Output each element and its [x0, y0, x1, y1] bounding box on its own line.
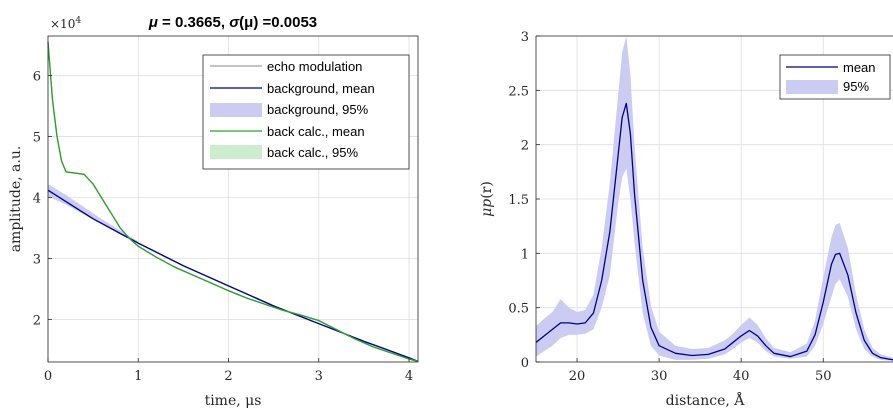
x-tick-label-3: 3: [315, 369, 323, 384]
y-axis-label-1: amplitude, a.u.: [8, 146, 24, 253]
legend-label-background-mean: background, mean: [267, 81, 375, 96]
bands-1: [48, 184, 139, 244]
x-axis-label-2: distance, Å: [666, 391, 746, 409]
y-axis-label-2: μp(r): [479, 181, 495, 217]
legend-label-backcalc-mean: back calc., mean: [267, 124, 365, 139]
y-tick-label-3: 3: [33, 252, 41, 267]
y-tick-label-4: 4: [33, 191, 41, 206]
lines-1: [47, 42, 419, 363]
x-tick-label-1: 1: [134, 369, 142, 384]
legend-label-background-band: background, 95%: [267, 102, 369, 117]
y-tick-label-2.5: 2.5: [508, 84, 529, 99]
legend-label-band: 95%: [843, 79, 869, 94]
x-tick-label-4: 4: [405, 369, 413, 384]
x-ticks-1: 0 1 2 3 4: [44, 358, 413, 384]
y-tick-label-3: 3: [521, 30, 529, 45]
y-tick-label-2: 2: [33, 313, 41, 328]
legend-swatch-band: [786, 80, 838, 94]
chart-title-1: μ = 0.3665, σ(μ) =0.0053: [148, 14, 317, 31]
title-sigma-value: (μ) =0.0053: [239, 14, 317, 31]
title-mu: μ: [148, 14, 158, 31]
x-tick-label-20: 20: [569, 369, 586, 384]
y-tick-label-0.5: 0.5: [508, 302, 529, 317]
x-tick-label-50: 50: [815, 369, 832, 384]
y-tick-label-1.5: 1.5: [508, 193, 529, 208]
lines-2: [535, 102, 893, 361]
y-tick-label-2: 2: [521, 139, 529, 154]
y-tick-label-0: 0: [521, 356, 529, 371]
y-tick-label-6: 6: [33, 70, 41, 85]
y-multiplier-base: ×10: [50, 17, 75, 31]
legend-label-mean: mean: [843, 60, 876, 75]
y-axis-label-2-main: μp: [479, 199, 495, 217]
axes-box-1: [47, 35, 419, 363]
series-line-back-calc-mean: [47, 42, 419, 363]
legend-1: echo modulation background, mean backgro…: [202, 54, 410, 170]
title-mu-value: = 0.3665,: [158, 14, 229, 31]
legend-label-echo: echo modulation: [267, 59, 362, 74]
y-axis-label-2-arg: (r): [479, 181, 495, 199]
y-ticks-1: 2 3 4 5 6: [33, 70, 52, 328]
legend-label-backcalc-band: back calc., 95%: [267, 145, 358, 160]
amplitude-chart: 0 1 2 3 4 2 3 4 5 6 μ = 0.3665, σ(μ) =0.0053 ×10…: [8, 14, 419, 409]
x-tick-label-30: 30: [651, 369, 668, 384]
band-background-95-: [48, 184, 139, 244]
series-line-mean: [535, 102, 893, 361]
legend-swatch-background-band: [210, 103, 262, 117]
y-tick-label-1: 1: [521, 247, 529, 262]
legend-2: mean 95%: [779, 54, 891, 100]
x-axis-label-1: time, μs: [205, 393, 262, 409]
x-tick-label-40: 40: [733, 369, 750, 384]
band-95-: [536, 36, 893, 361]
title-sigma: σ: [229, 14, 240, 31]
x-tick-label-0: 0: [44, 369, 52, 384]
legend-swatch-backcalc-band: [210, 145, 262, 159]
series-line-background-mean: [47, 189, 419, 363]
y-multiplier: ×104: [50, 16, 81, 31]
y-multiplier-exp: 4: [75, 16, 81, 26]
y-tick-label-5: 5: [33, 131, 41, 146]
distance-distribution-chart: 20 30 40 50 0 0.5 1 1.5 2 2.5 3 distance, Å μp(r)…: [479, 30, 893, 409]
x-ticks-2: 20 30 40 50: [569, 358, 832, 384]
y-ticks-2: 0 0.5 1 1.5 2 2.5 3: [508, 30, 540, 371]
bands-2: [536, 36, 893, 361]
x-tick-label-2: 2: [224, 369, 232, 384]
